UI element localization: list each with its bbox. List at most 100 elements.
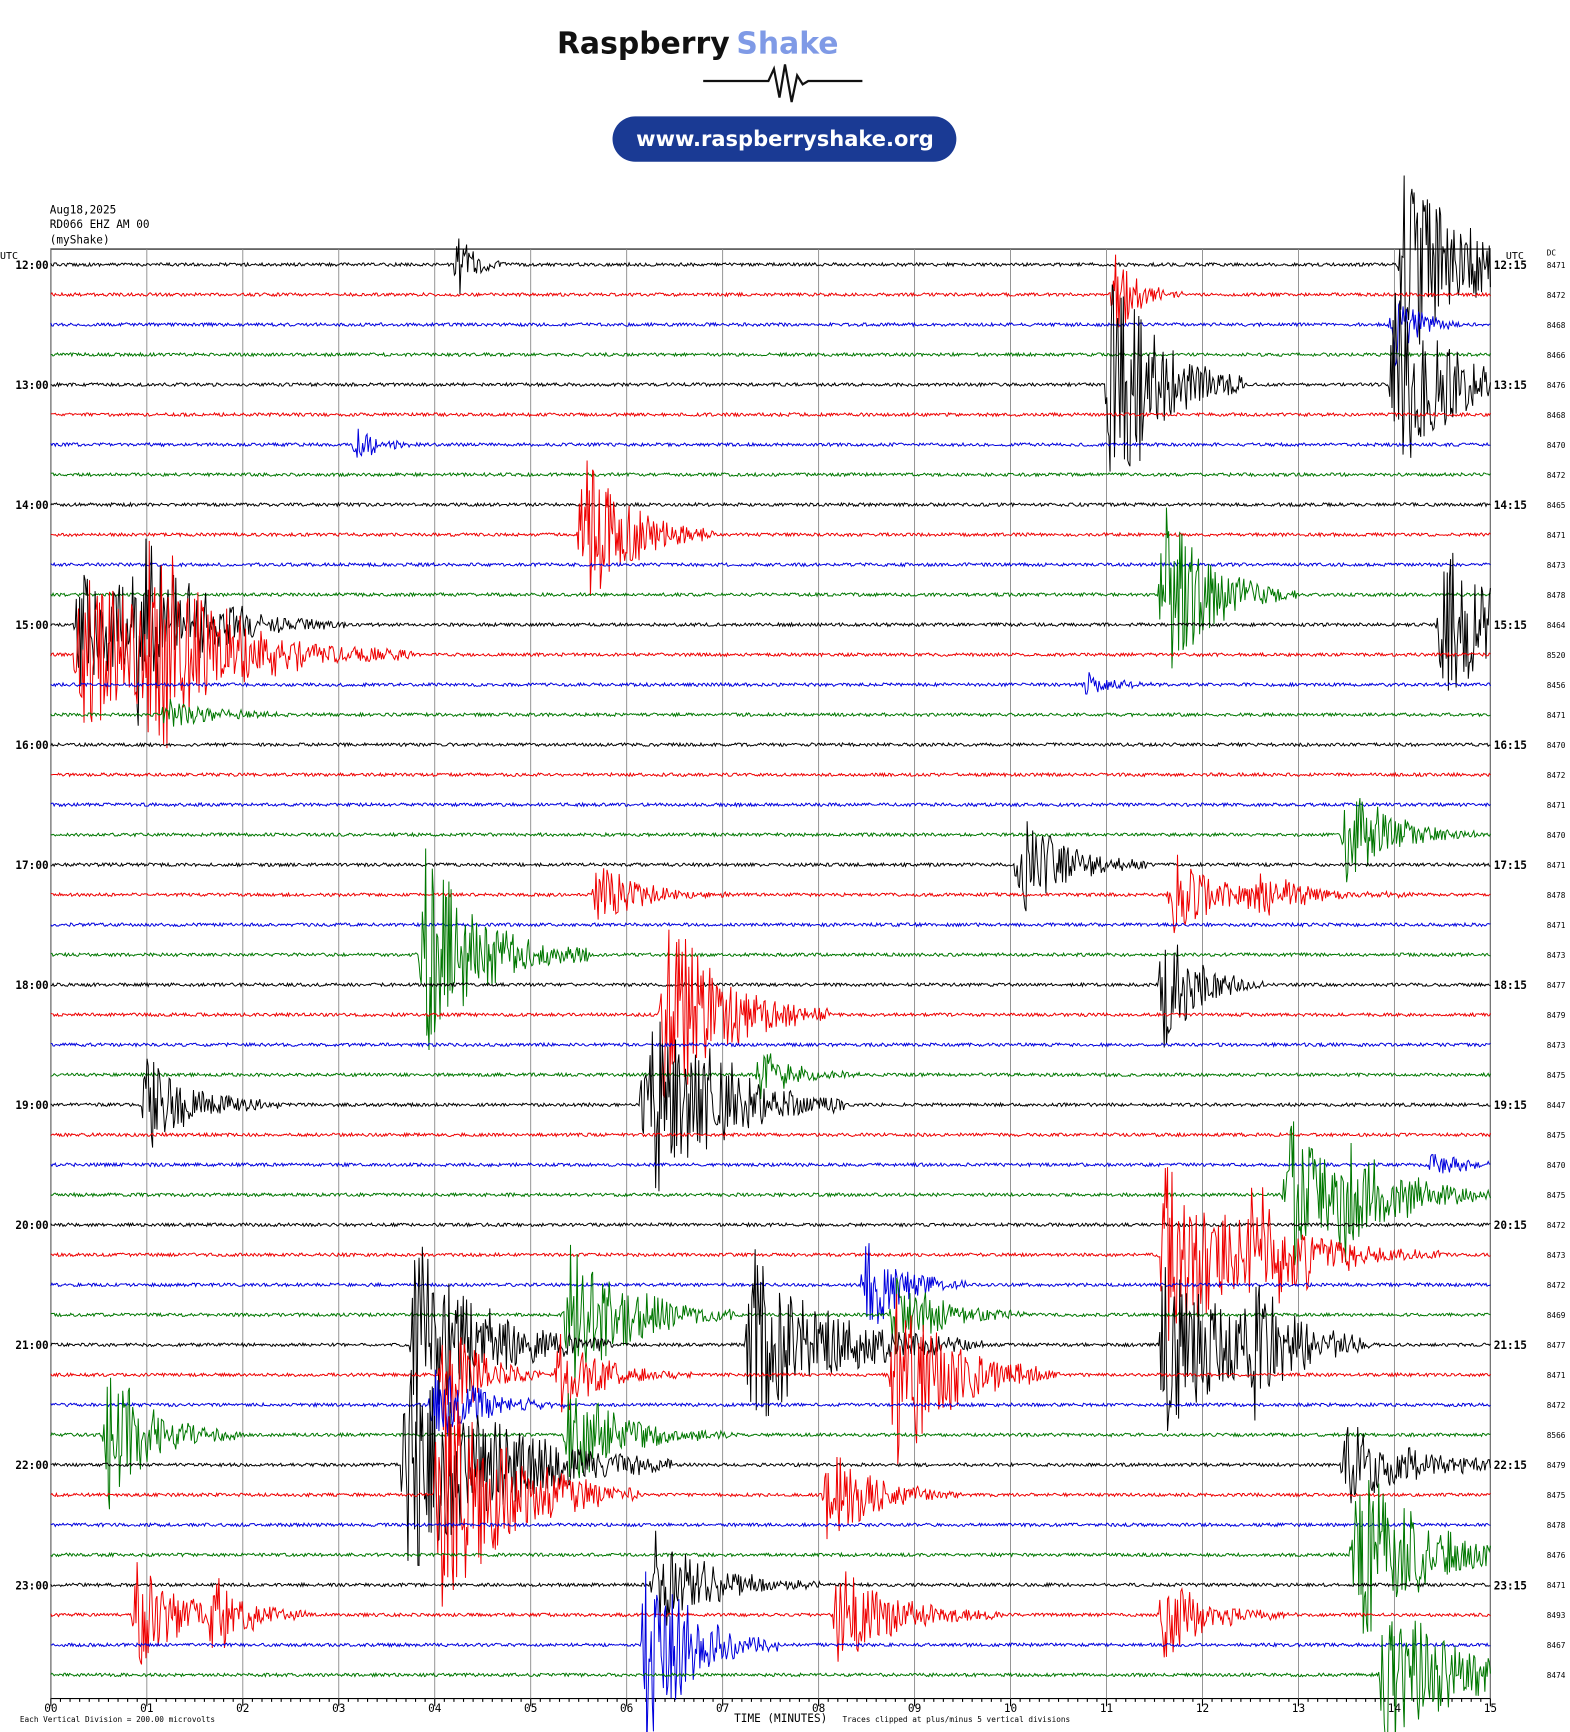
dc-value: 8470	[1547, 441, 1566, 450]
dc-value: 8474	[1547, 1671, 1566, 1680]
trace	[50, 929, 1491, 1098]
dc-value: 8471	[1547, 801, 1566, 810]
trace	[50, 501, 1491, 508]
trace	[50, 854, 1491, 934]
hour-label: 23:15	[1494, 1579, 1527, 1592]
dc-value: 8464	[1547, 621, 1566, 630]
trace	[50, 1530, 1491, 1626]
trace	[50, 471, 1491, 478]
x-tick-label: 15	[1484, 1702, 1497, 1715]
x-tick-label: 06	[620, 1702, 633, 1715]
hour-label: 16:00	[15, 739, 48, 752]
dc-value: 8478	[1547, 891, 1566, 900]
trace	[50, 1154, 1491, 1174]
trace	[50, 944, 1491, 1048]
hour-label: 15:15	[1494, 619, 1527, 632]
dc-value: 8467	[1547, 1641, 1566, 1650]
hour-label: 20:15	[1494, 1219, 1527, 1232]
x-tick-label: 02	[236, 1702, 249, 1715]
trace	[50, 1244, 1491, 1384]
x-tick-label: 14	[1388, 1702, 1402, 1715]
trace	[50, 1246, 1491, 1436]
trace	[50, 1041, 1491, 1048]
trace	[50, 1388, 1491, 1607]
x-label: TIME (MINUTES)	[734, 1712, 827, 1725]
x-tick-label: 00	[44, 1702, 57, 1715]
station: RD066 EHZ AM 00	[50, 218, 150, 231]
url[interactable]: www.raspberryshake.org	[636, 127, 934, 151]
trace	[50, 561, 1491, 568]
dc-value: 8473	[1547, 561, 1566, 570]
trace	[50, 1121, 1491, 1266]
utc-left: UTC	[0, 251, 18, 262]
hour-label: 15:00	[15, 619, 48, 632]
trace	[50, 1620, 1491, 1732]
hour-label: 21:15	[1494, 1339, 1527, 1352]
trace	[50, 1221, 1491, 1228]
x-tick-label: 07	[716, 1702, 729, 1715]
clip-note: Traces clipped at plus/minus 5 vertical …	[842, 1715, 1070, 1724]
hour-label: 23:00	[15, 1579, 48, 1592]
dc-value: 8478	[1547, 1521, 1566, 1530]
dc-value: 8477	[1547, 1341, 1566, 1350]
trace	[50, 460, 1491, 596]
dc-value: 8566	[1547, 1431, 1566, 1440]
utc-right: UTC	[1506, 251, 1524, 262]
trace	[50, 698, 1491, 727]
dc-value: 8456	[1547, 681, 1566, 690]
trace	[50, 821, 1491, 912]
trace	[50, 771, 1491, 778]
trace	[50, 540, 1491, 749]
dc-value: 8471	[1547, 861, 1566, 870]
dc-value: 8470	[1547, 1161, 1566, 1170]
dc-value: 8472	[1547, 1281, 1566, 1290]
dc-value: 8475	[1547, 1491, 1566, 1500]
hour-label: 18:15	[1494, 979, 1527, 992]
date: Aug18,2025	[50, 204, 117, 217]
trace	[50, 921, 1491, 928]
dc-value: 8466	[1547, 351, 1566, 360]
trace	[50, 1521, 1491, 1528]
hour-label: 16:15	[1494, 739, 1527, 752]
trace	[50, 1369, 1491, 1566]
source: (myShake)	[50, 234, 110, 247]
url-pill[interactable]	[612, 116, 957, 162]
trace	[50, 1571, 1491, 1732]
dc-value: 8478	[1547, 591, 1566, 600]
hour-label: 22:15	[1494, 1459, 1527, 1472]
x-tick-label: 01	[140, 1702, 153, 1715]
dc-value: 8473	[1547, 951, 1566, 960]
x-tick-label: 08	[812, 1702, 825, 1715]
brand: Shake	[736, 26, 838, 61]
trace	[50, 1562, 1491, 1665]
hour-label: 19:00	[15, 1099, 48, 1112]
hour-label: 14:00	[15, 499, 48, 512]
logo-wave	[703, 64, 863, 103]
x-tick-label: 11	[1100, 1702, 1113, 1715]
hour-label: 12:15	[1494, 259, 1527, 272]
trace	[50, 1131, 1491, 1138]
dc-value: 8475	[1547, 1071, 1566, 1080]
dc-value: 8473	[1547, 1041, 1566, 1050]
trace	[50, 428, 1491, 458]
dc-value: 8473	[1547, 1251, 1566, 1260]
dc-value: 8493	[1547, 1611, 1566, 1620]
x-tick-label: 12	[1196, 1702, 1209, 1715]
dc-value: 8465	[1547, 501, 1566, 510]
x-tick-label: 10	[1004, 1702, 1017, 1715]
trace	[50, 1369, 1491, 1438]
dc-value: 8469	[1547, 1311, 1566, 1320]
trace	[50, 1293, 1491, 1465]
plot-frame	[50, 248, 1491, 1700]
hour-label: 17:15	[1494, 859, 1527, 872]
trace	[50, 507, 1491, 669]
dc-value: 8471	[1547, 1371, 1566, 1380]
brand: Raspberry	[557, 26, 730, 61]
dc-value: 8470	[1547, 741, 1566, 750]
trace	[50, 741, 1491, 748]
trace	[50, 801, 1491, 808]
trace	[50, 284, 1491, 472]
dc-value: 8471	[1547, 921, 1566, 930]
trace	[50, 848, 1491, 1050]
